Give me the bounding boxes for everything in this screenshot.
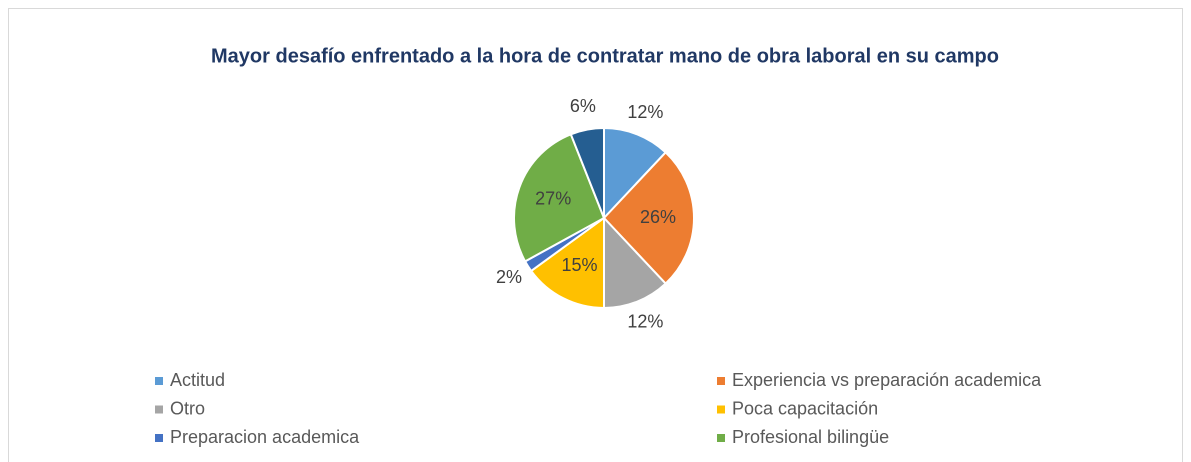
legend-swatch xyxy=(155,405,163,414)
legend-label: Otro xyxy=(170,398,205,418)
data-label: 26% xyxy=(640,207,676,227)
pie-slice xyxy=(513,133,606,263)
legend-swatch xyxy=(155,434,163,442)
data-label: 2% xyxy=(496,267,522,287)
legend-swatch xyxy=(717,377,725,385)
legend-label: Experiencia vs preparación academica xyxy=(732,370,1042,390)
legend-label: Poca capacitación xyxy=(732,398,878,418)
legend-swatch xyxy=(717,405,725,414)
legend-label: Profesional bilingüe xyxy=(732,427,889,447)
pie-slice xyxy=(603,215,668,310)
pie-slice xyxy=(569,126,605,219)
pie-slice xyxy=(529,216,605,310)
data-label: 15% xyxy=(561,255,597,275)
legend-label: Actitud xyxy=(170,370,225,390)
data-label: 6% xyxy=(570,96,596,116)
pie-slice xyxy=(602,150,695,286)
chart-title: Mayor desafío enfrentado a la hora de co… xyxy=(211,45,999,67)
legend-swatch xyxy=(155,377,163,385)
data-label: 12% xyxy=(627,102,663,122)
data-label: 27% xyxy=(535,188,571,208)
data-label: 12% xyxy=(627,311,663,331)
legend-swatch xyxy=(717,434,725,442)
legend-label: Preparacion academica xyxy=(170,427,360,447)
pie-slice xyxy=(603,126,668,221)
